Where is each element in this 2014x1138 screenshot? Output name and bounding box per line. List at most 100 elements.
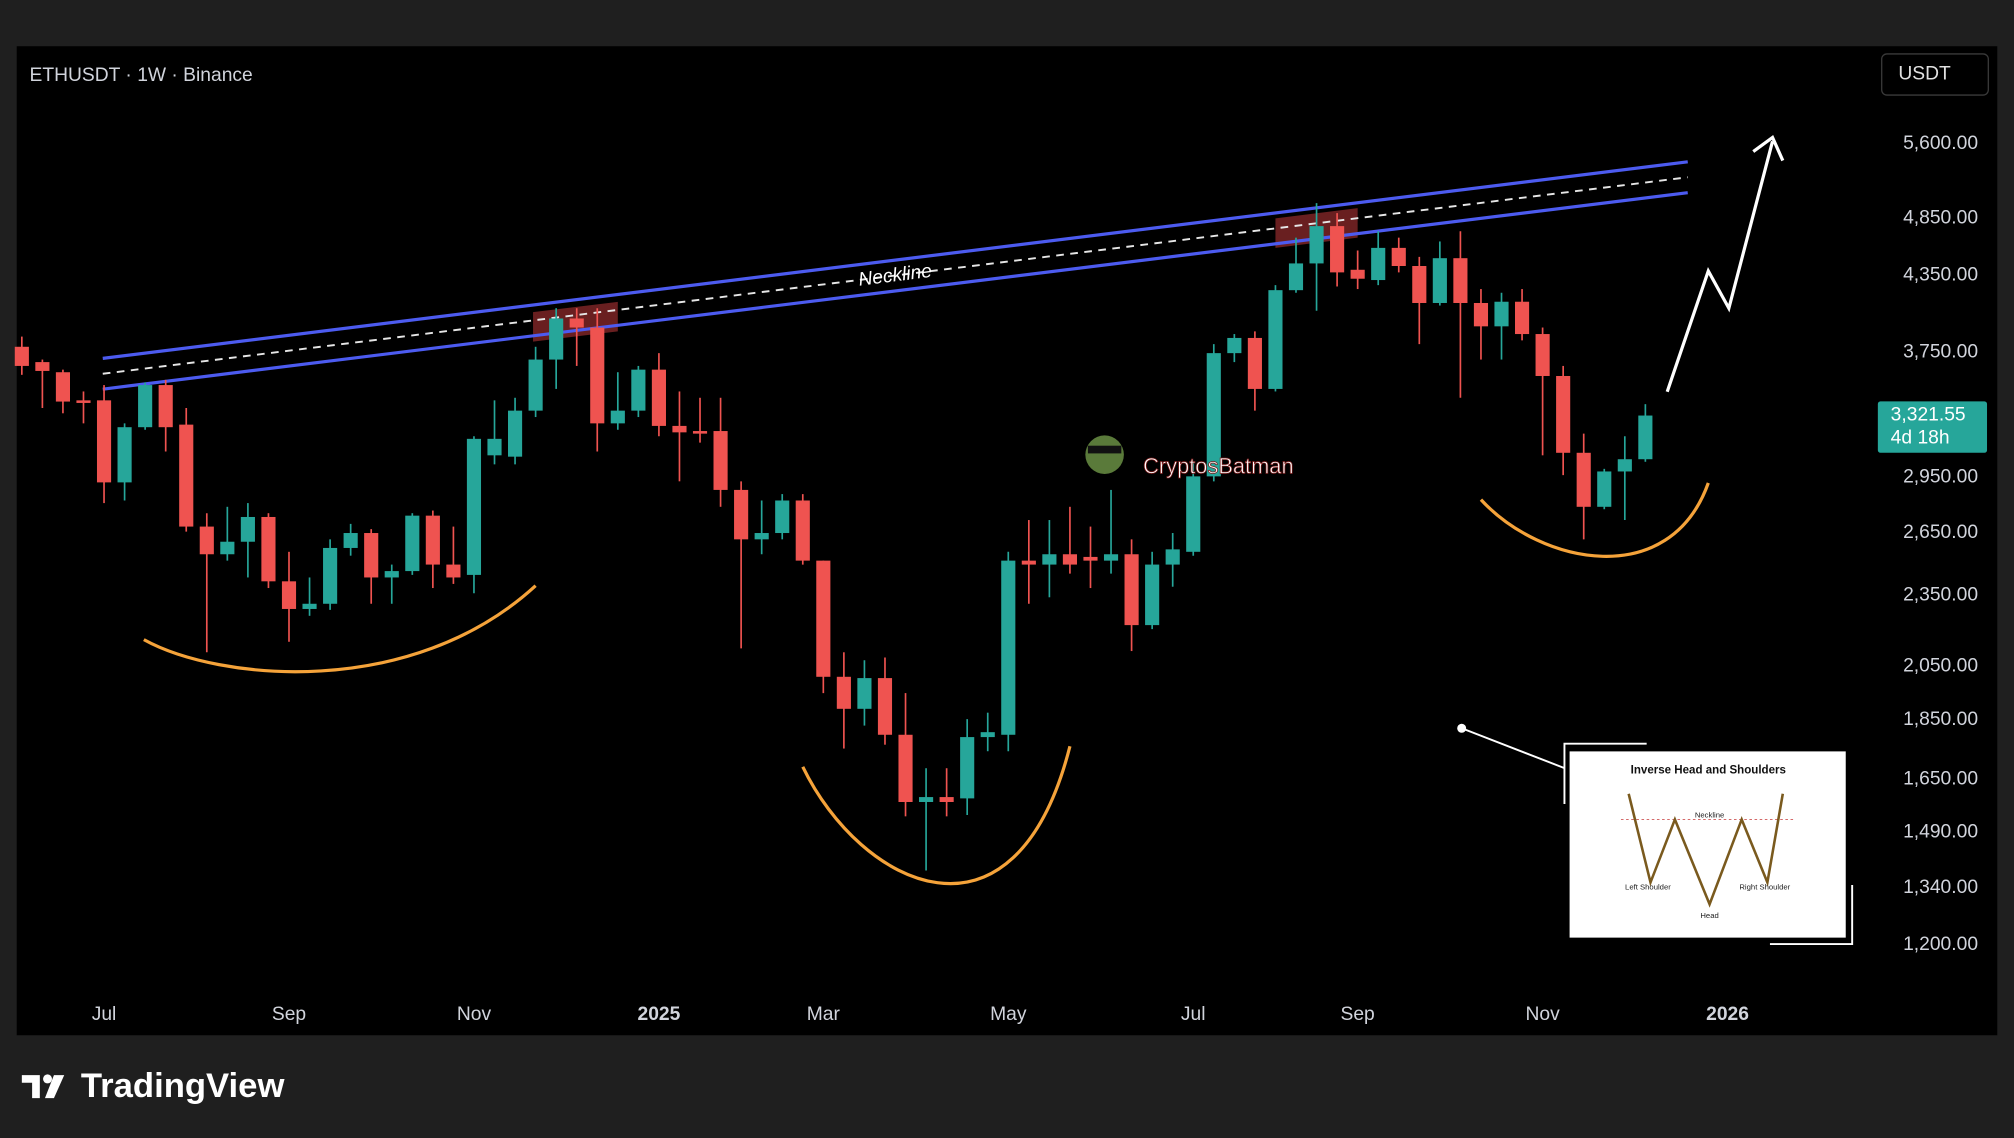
candle-body	[1309, 226, 1324, 264]
candle-body	[590, 327, 605, 424]
candle-body	[672, 425, 687, 433]
candle-body	[1638, 415, 1653, 460]
y-tick-label: 1,340.00	[1903, 877, 1978, 898]
candle-body	[1165, 549, 1180, 565]
brand-name: TradingView	[81, 1067, 286, 1105]
neckline	[102, 176, 1688, 375]
candle-body	[1001, 560, 1016, 735]
inset-pattern	[1627, 793, 1785, 908]
currency-label[interactable]: USDT	[1898, 64, 1951, 85]
candle-body	[877, 678, 893, 735]
candle-body	[898, 734, 913, 802]
candle-body	[425, 515, 440, 565]
y-tick-label: 2,050.00	[1903, 656, 1978, 677]
candle-body	[713, 431, 728, 490]
inset-title: Inverse Head and Shoulders	[1631, 765, 1786, 777]
candle-body	[1597, 471, 1612, 507]
candle-body	[836, 676, 851, 709]
candle-body	[117, 427, 132, 483]
candle-body	[1145, 564, 1160, 626]
candle-body	[384, 571, 399, 578]
candle-body	[1330, 226, 1345, 273]
candles	[14, 203, 1653, 871]
x-tick-label: Jul	[92, 1004, 117, 1025]
candle-body	[1268, 290, 1283, 389]
pattern-arc	[1479, 482, 1710, 558]
candle-body	[795, 500, 810, 561]
x-tick-label: Nov	[457, 1004, 492, 1025]
pattern-arc	[143, 584, 537, 674]
y-tick-label: 1,200.00	[1903, 934, 1978, 955]
candle-body	[1247, 337, 1262, 389]
candle-body	[1021, 560, 1036, 565]
candle-body	[1412, 266, 1427, 303]
candle-body	[323, 547, 338, 604]
x-tick-label: Nov	[1525, 1004, 1560, 1025]
x-tick-label: May	[990, 1004, 1027, 1025]
candle-body	[980, 732, 995, 738]
candle-body	[1186, 476, 1201, 552]
last-price-box	[1877, 401, 1988, 453]
candle-body	[261, 516, 276, 582]
y-tick-label: 1,490.00	[1903, 822, 1978, 843]
x-tick-label: 2026	[1706, 1004, 1749, 1025]
candle-body	[281, 581, 297, 609]
y-tick-label: 3,750.00	[1903, 342, 1978, 363]
candle-body	[857, 678, 872, 709]
candle-body	[528, 359, 543, 411]
inset-label: Head	[1700, 911, 1718, 920]
candle-body	[199, 526, 214, 555]
candle-body	[1391, 247, 1406, 267]
x-tick-label: 2025	[638, 1004, 681, 1025]
candle-body	[549, 318, 564, 360]
candle-body	[446, 564, 461, 578]
y-tick-label: 4,850.00	[1903, 208, 1978, 229]
candle-body	[1042, 554, 1057, 565]
x-tick-label: Mar	[807, 1004, 841, 1025]
candle-body	[919, 797, 934, 802]
candle-body	[1453, 258, 1468, 303]
candle-body	[1227, 337, 1242, 354]
inset-panel	[1569, 751, 1846, 938]
candle-body	[1617, 459, 1632, 472]
candle-body	[1350, 269, 1365, 279]
candle-body	[1494, 301, 1509, 327]
candle-body	[487, 438, 502, 456]
candle-body	[240, 516, 255, 542]
inset-label: Left Shoulder	[1625, 883, 1671, 892]
candle-body	[775, 500, 790, 534]
connector	[1461, 727, 1565, 769]
chart-title: ETHUSDT · 1W · Binance	[30, 65, 253, 86]
candle-body	[960, 737, 975, 799]
y-tick-label: 2,350.00	[1903, 585, 1978, 606]
candle-body	[1062, 554, 1078, 565]
inset-label: Right Shoulder	[1739, 883, 1790, 892]
inset-label: Neckline	[1695, 811, 1724, 820]
candle-body	[55, 372, 71, 402]
candle-body	[364, 533, 379, 578]
candle-body	[179, 424, 194, 527]
candle-body	[1288, 263, 1304, 291]
y-tick-label: 1,650.00	[1903, 769, 1978, 790]
currency-button[interactable]	[1881, 53, 1989, 96]
brand-logo	[21, 1074, 65, 1099]
candle-body	[651, 369, 666, 426]
candle-body	[14, 346, 29, 366]
candle-body	[138, 385, 153, 428]
candle-body	[158, 385, 173, 428]
candle-body	[507, 410, 523, 457]
channel-line	[102, 191, 1688, 391]
x-tick-label: Sep	[1341, 1004, 1375, 1025]
candle-body	[1556, 375, 1571, 453]
watermark-icon-mask	[1087, 445, 1122, 454]
candle-body	[466, 438, 482, 575]
candle-body	[343, 533, 358, 548]
candle-body	[1103, 554, 1119, 561]
candle-body	[631, 369, 646, 411]
inset-bracket	[1563, 742, 1647, 805]
candle-body	[610, 410, 625, 424]
inset-bracket	[1769, 884, 1854, 946]
candle-body	[734, 489, 749, 540]
